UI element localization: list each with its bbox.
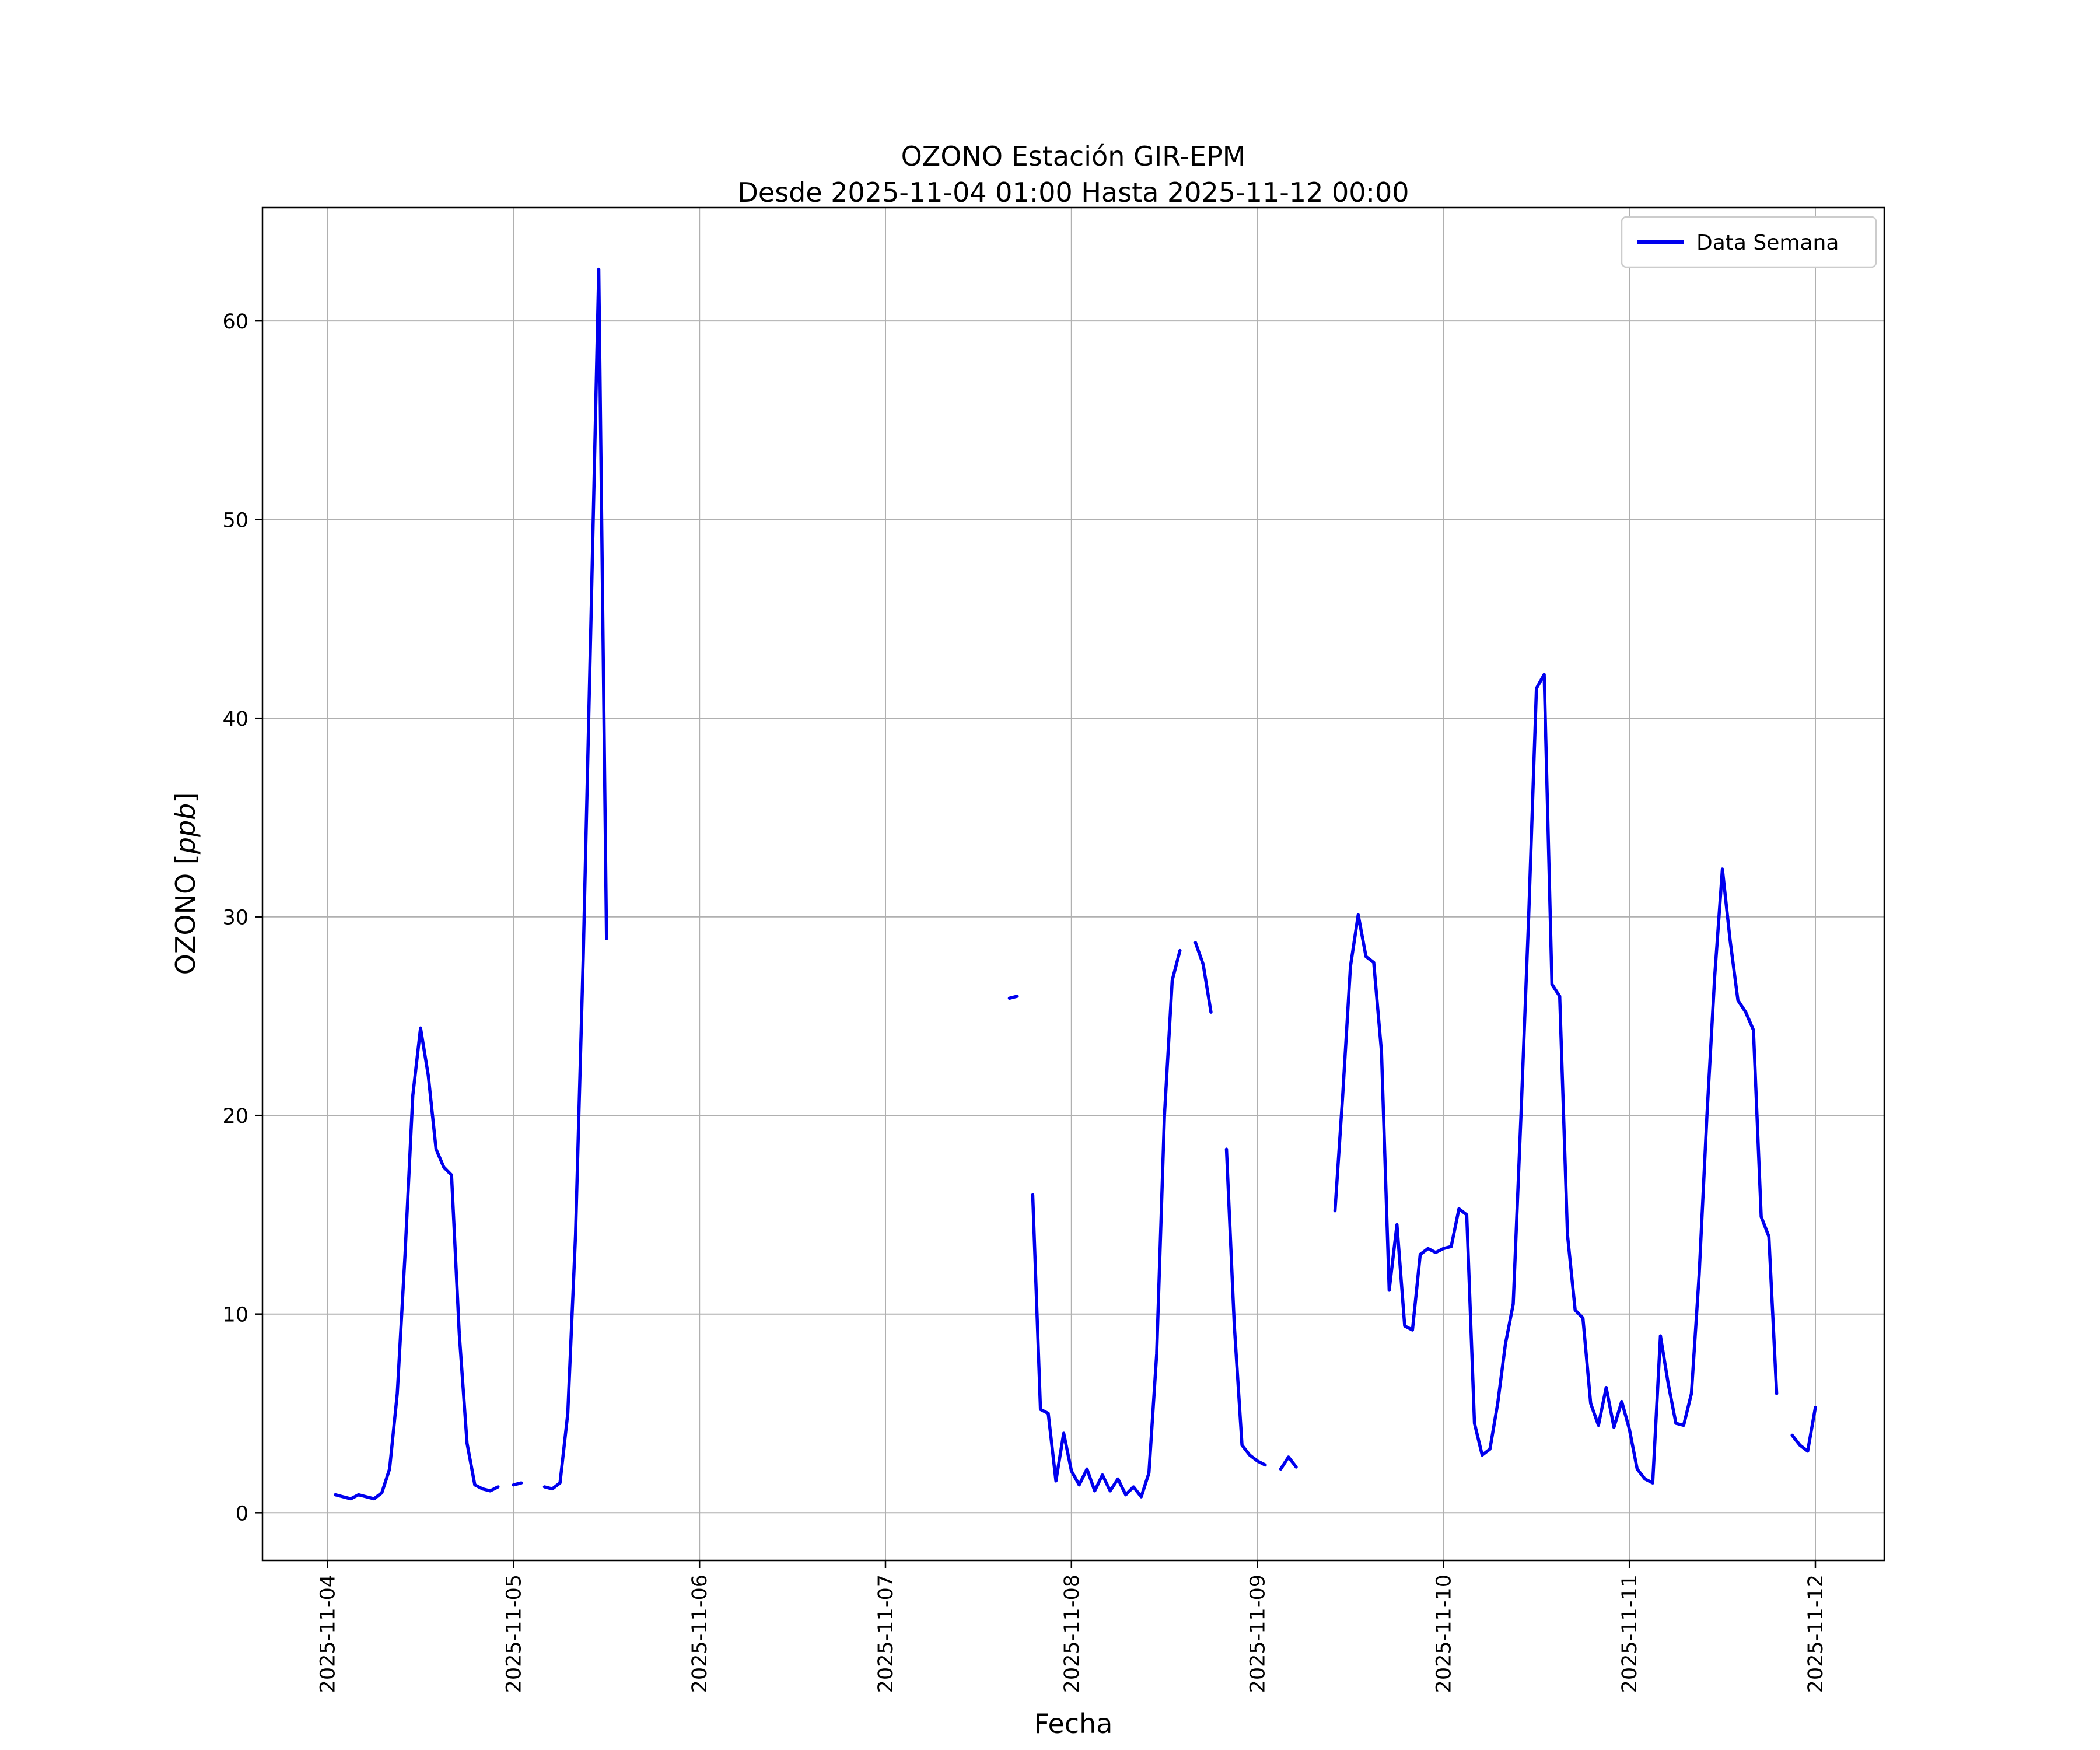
x-tick-label: 2025-11-11 [1618, 1574, 1642, 1693]
legend-box [1620, 216, 1877, 268]
y-tick-label: 40 [222, 708, 249, 731]
x-tick-label: 2025-11-06 [688, 1574, 712, 1693]
x-tick-label: 2025-11-05 [502, 1574, 526, 1693]
chart-title: OZONO Estación GIR-EPM [901, 141, 1246, 172]
x-axis-label: Fecha [1034, 1708, 1113, 1740]
y-tick-label: 50 [222, 509, 249, 533]
series-line-data-semana [1194, 941, 1213, 1014]
title-block: OZONO Estación GIR-EPM Desde 2025-11-04 … [262, 139, 1884, 211]
y-tick-label: 20 [222, 1105, 249, 1128]
series-line-data-semana [334, 1026, 500, 1501]
series-line-data-semana [1333, 673, 1779, 1485]
y-tick-label: 10 [222, 1304, 249, 1327]
y-tick-label: 0 [236, 1502, 249, 1525]
plot-border [261, 206, 1885, 1562]
series-line-data-semana [1279, 1455, 1298, 1471]
series-line-data-semana [542, 267, 608, 1491]
chart-subtitle: Desde 2025-11-04 01:00 Hasta 2025-11-12 … [737, 176, 1409, 208]
series-line-data-semana [1790, 1406, 1817, 1453]
series-line-data-semana [512, 1481, 523, 1487]
x-tick-label: 2025-11-10 [1432, 1574, 1455, 1693]
x-tick-label: 2025-11-08 [1060, 1574, 1084, 1693]
series-line-data-semana [1031, 949, 1182, 1499]
y-tick-label: 60 [222, 310, 249, 334]
series-line-data-semana [1007, 995, 1019, 1000]
x-tick-label: 2025-11-04 [317, 1574, 340, 1693]
series-line-data-semana [1224, 1147, 1267, 1467]
x-tick-label: 2025-11-07 [874, 1574, 898, 1693]
legend-label: Data Semana [1696, 231, 1839, 255]
x-tick-label: 2025-11-09 [1247, 1574, 1270, 1693]
x-tick-label: 2025-11-12 [1804, 1574, 1828, 1693]
y-tick-label: 30 [222, 907, 249, 930]
